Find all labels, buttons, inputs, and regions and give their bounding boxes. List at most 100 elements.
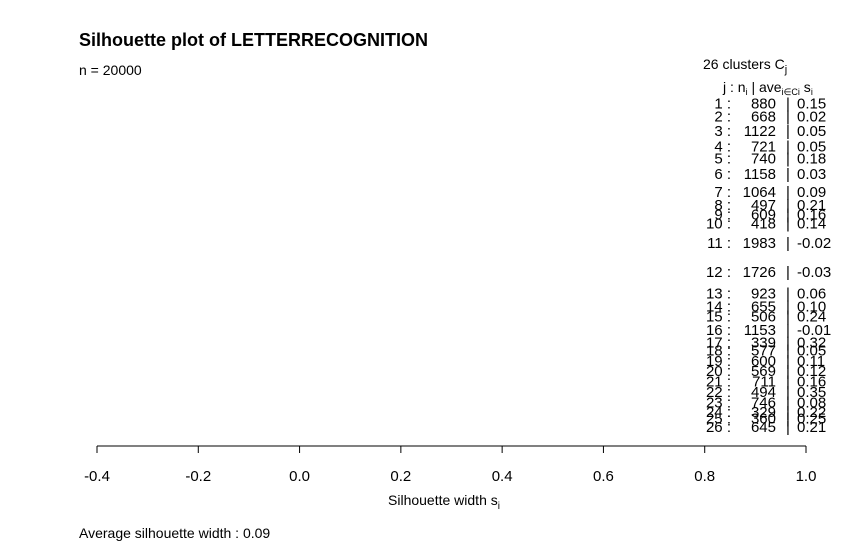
chart-title: Silhouette plot of LETTERRECOGNITION xyxy=(79,30,428,50)
cluster-index: 26 : xyxy=(706,419,731,436)
cluster-row: 21 : 711 | 0.16 xyxy=(706,374,826,391)
clusters-header: 26 clusters Cj xyxy=(703,56,787,76)
cluster-size: 506 xyxy=(751,308,776,325)
cluster-separator: | xyxy=(786,151,790,168)
cluster-size: 339 xyxy=(751,335,776,352)
cluster-separator: | xyxy=(786,109,790,126)
cluster-avg-width: -0.01 xyxy=(797,322,831,339)
cluster-size: 721 xyxy=(751,138,776,155)
cluster-size: 569 xyxy=(751,363,776,380)
x-tick-label: -0.4 xyxy=(84,468,110,485)
cluster-separator: | xyxy=(786,298,790,315)
cluster-size: 711 xyxy=(752,374,776,391)
cluster-avg-width: 0.32 xyxy=(797,335,826,352)
cluster-size: 577 xyxy=(751,343,776,360)
cluster-avg-width: 0.15 xyxy=(797,96,826,113)
cluster-row: 3 : 1122 | 0.05 xyxy=(714,123,826,140)
cluster-avg-width: 0.25 xyxy=(797,410,826,427)
cluster-row: 5 : 740 | 0.18 xyxy=(714,151,826,168)
cluster-row: 13 : 923 | 0.06 xyxy=(706,285,826,302)
cluster-avg-width: 0.35 xyxy=(797,384,826,401)
x-tick-label: 0.8 xyxy=(694,468,715,485)
cluster-separator: | xyxy=(786,384,790,401)
cluster-avg-width: 0.05 xyxy=(797,123,826,140)
cluster-separator: | xyxy=(786,404,790,421)
cluster-index: 1 : xyxy=(714,96,731,113)
x-tick-label: 1.0 xyxy=(796,468,817,485)
clusters-header-sub: j xyxy=(784,64,787,76)
table-header-ave: | ave xyxy=(748,79,782,95)
cluster-separator: | xyxy=(786,308,790,325)
cluster-index: 8 : xyxy=(714,197,731,214)
cluster-avg-width: 0.09 xyxy=(797,184,826,201)
cluster-row: 20 : 569 | 0.12 xyxy=(706,363,826,380)
cluster-index: 3 : xyxy=(714,123,731,140)
cluster-row: 2 : 668 | 0.02 xyxy=(714,109,826,126)
cluster-index: 24 : xyxy=(706,404,731,421)
cluster-separator: | xyxy=(786,123,790,140)
cluster-size: 1726 xyxy=(743,264,776,281)
cluster-separator: | xyxy=(786,395,790,412)
cluster-row: 14 : 655 | 0.10 xyxy=(706,298,826,315)
cluster-separator: | xyxy=(786,138,790,155)
cluster-row: 25 : 360 | 0.25 xyxy=(706,410,826,427)
x-axis-label-sub: i xyxy=(498,501,500,512)
cluster-size: 655 xyxy=(751,298,776,315)
x-axis-label-main: Silhouette width s xyxy=(388,492,498,508)
cluster-index: 10 : xyxy=(706,216,731,233)
cluster-separator: | xyxy=(786,363,790,380)
cluster-size: 360 xyxy=(751,410,776,427)
cluster-index: 20 : xyxy=(706,363,731,380)
cluster-size: 418 xyxy=(751,216,776,233)
cluster-avg-width: 0.05 xyxy=(797,138,826,155)
cluster-avg-width: 0.22 xyxy=(797,404,826,421)
cluster-index: 22 : xyxy=(706,384,731,401)
cluster-row: 18 : 577 | 0.05 xyxy=(706,343,826,360)
table-header-j-n: j : n xyxy=(722,79,746,95)
cluster-avg-width: 0.02 xyxy=(797,109,826,126)
cluster-row: 8 : 497 | 0.21 xyxy=(714,197,826,214)
cluster-row: 16 : 1153 | -0.01 xyxy=(706,322,831,339)
cluster-separator: | xyxy=(786,343,790,360)
cluster-row: 7 : 1064 | 0.09 xyxy=(714,184,826,201)
cluster-separator: | xyxy=(786,322,790,339)
x-tick-label: 0.2 xyxy=(390,468,411,485)
cluster-row: 22 : 494 | 0.35 xyxy=(706,384,826,401)
cluster-size: 668 xyxy=(751,109,776,126)
cluster-avg-width: 0.16 xyxy=(797,207,826,224)
cluster-index: 17 : xyxy=(706,335,731,352)
cluster-row: 11 : 1983 | -0.02 xyxy=(707,235,831,252)
cluster-avg-width: 0.06 xyxy=(797,285,826,302)
cluster-separator: | xyxy=(786,335,790,352)
cluster-separator: | xyxy=(786,207,790,224)
cluster-index: 19 : xyxy=(706,353,731,370)
cluster-size: 329 xyxy=(751,404,776,421)
cluster-index: 25 : xyxy=(706,410,731,427)
cluster-index: 13 : xyxy=(706,285,731,302)
cluster-separator: | xyxy=(786,285,790,302)
cluster-row: 23 : 746 | 0.08 xyxy=(706,395,826,412)
cluster-avg-width: 0.14 xyxy=(797,216,826,233)
cluster-size: 1064 xyxy=(743,184,776,201)
cluster-index: 6 : xyxy=(714,166,731,183)
cluster-avg-width: 0.24 xyxy=(797,308,826,325)
cluster-index: 4 : xyxy=(714,138,731,155)
clusters-header-main: 26 clusters C xyxy=(703,56,785,72)
cluster-row: 1 : 880 | 0.15 xyxy=(714,96,826,113)
cluster-index: 18 : xyxy=(706,343,731,360)
cluster-size: 1122 xyxy=(744,123,776,140)
n-label: n = 20000 xyxy=(79,62,142,78)
cluster-row: 17 : 339 | 0.32 xyxy=(706,335,826,352)
cluster-row: 6 : 1158 | 0.03 xyxy=(714,166,826,183)
cluster-size: 609 xyxy=(751,207,776,224)
cluster-separator: | xyxy=(786,96,790,113)
x-tick-label: 0.6 xyxy=(593,468,614,485)
cluster-avg-width: 0.21 xyxy=(797,419,826,436)
cluster-index: 23 : xyxy=(706,395,731,412)
cluster-index: 21 : xyxy=(706,374,731,391)
cluster-size: 740 xyxy=(751,151,776,168)
cluster-separator: | xyxy=(786,410,790,427)
cluster-separator: | xyxy=(786,235,790,252)
cluster-index: 7 : xyxy=(714,184,731,201)
